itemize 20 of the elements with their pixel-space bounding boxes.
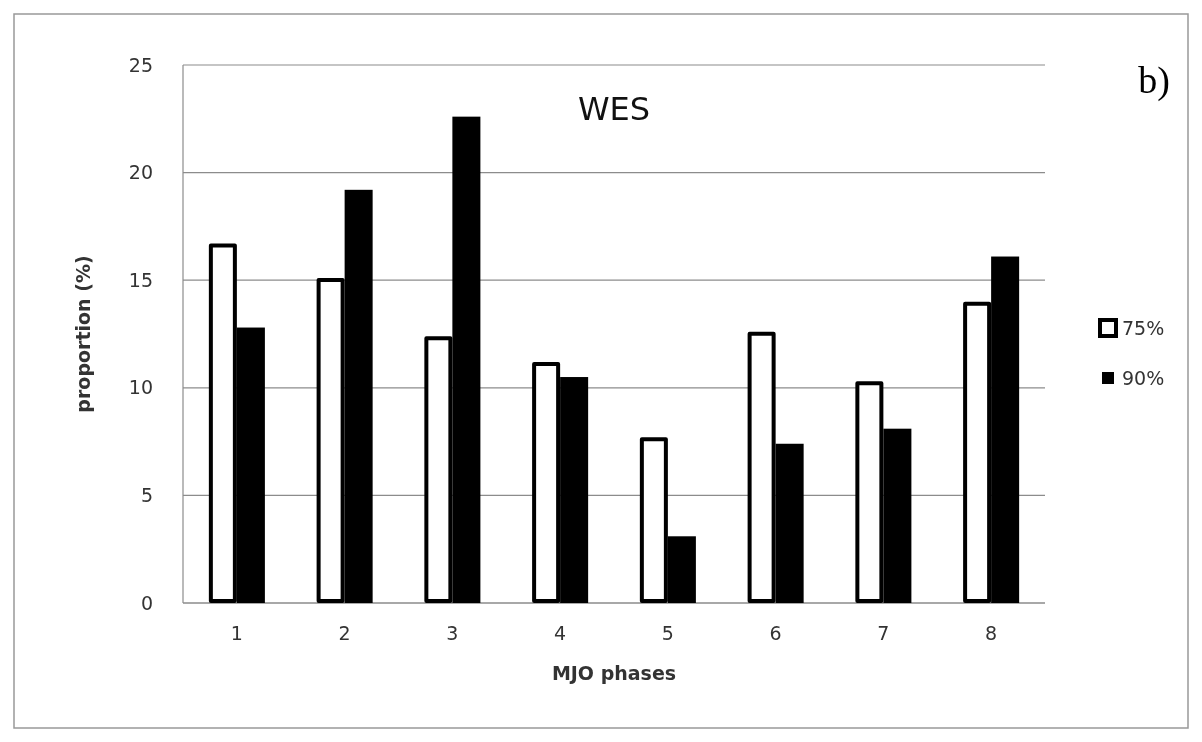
y-tick-label: 25 xyxy=(128,53,153,76)
x-tick-label: 7 xyxy=(877,621,890,644)
x-tick-label: 1 xyxy=(230,621,243,644)
text: b) xyxy=(1138,59,1170,102)
x-tick-label: 4 xyxy=(554,621,567,644)
text: WES xyxy=(577,90,651,128)
y-tick-label: 10 xyxy=(128,376,153,399)
y-tick-label: 5 xyxy=(140,484,153,507)
x-tick-label: 6 xyxy=(769,621,782,644)
legend-label: 75% xyxy=(1122,316,1165,339)
y-tick-label: 0 xyxy=(140,591,153,614)
x-axis-title: MJO phases xyxy=(551,662,677,684)
x-tick-label: 5 xyxy=(661,621,674,644)
legend-label: 90% xyxy=(1122,366,1165,389)
x-tick-label: 3 xyxy=(446,621,459,644)
x-tick-label: 8 xyxy=(985,621,998,644)
y-tick-label: 20 xyxy=(128,161,153,184)
y-axis-title: proportion (%) xyxy=(72,255,94,413)
x-tick-label: 2 xyxy=(338,621,351,644)
y-tick-label: 15 xyxy=(128,268,153,291)
